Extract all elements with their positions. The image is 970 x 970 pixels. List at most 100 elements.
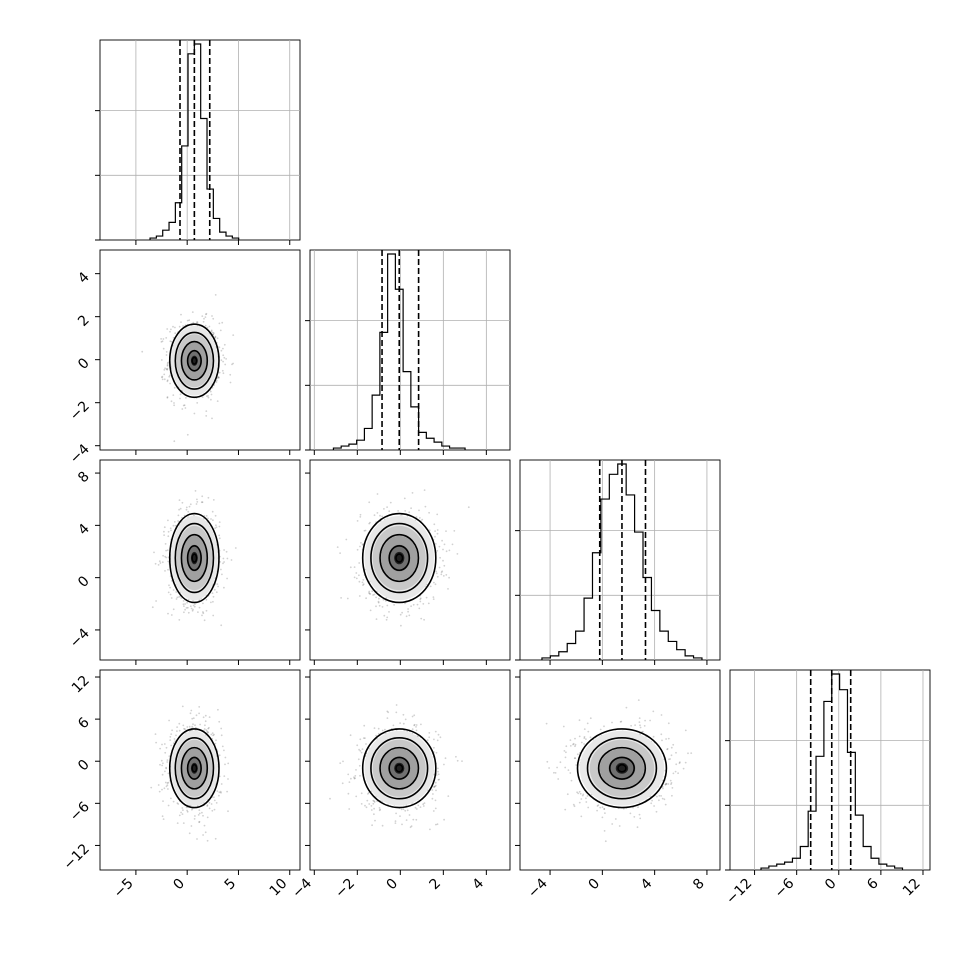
scatter-point	[165, 746, 168, 749]
scatter-point	[206, 326, 209, 329]
scatter-point	[218, 794, 220, 797]
scatter-point	[172, 524, 175, 527]
scatter-point	[422, 805, 425, 807]
scatter-point	[213, 733, 215, 736]
scatter-point	[203, 728, 206, 730]
scatter-point	[429, 828, 431, 831]
scatter-point	[170, 797, 172, 800]
scatter-point	[373, 800, 375, 802]
scatter-point	[183, 611, 185, 614]
scatter-point	[377, 732, 380, 735]
scatter-point	[420, 617, 423, 620]
scatter-point	[618, 825, 621, 827]
scatter-point	[216, 337, 219, 340]
scatter-point	[163, 369, 166, 371]
scatter-point	[212, 332, 215, 335]
scatter-point	[388, 510, 391, 513]
contour-1	[174, 522, 215, 594]
scatter-point	[166, 782, 169, 784]
scatter-point	[329, 797, 331, 800]
scatter-point	[437, 770, 439, 773]
scatter-point	[373, 727, 376, 729]
scatter-point	[364, 737, 366, 739]
scatter-point	[222, 372, 225, 375]
scatter-point	[198, 820, 201, 823]
scatter-point	[204, 714, 207, 717]
scatter-point	[421, 518, 424, 521]
scatter-point	[194, 603, 196, 605]
scatter-point	[220, 568, 222, 571]
scatter-point	[378, 809, 381, 812]
scatter-point	[203, 824, 206, 827]
scatter-point	[434, 807, 437, 810]
scatter-point	[451, 543, 454, 546]
scatter-point	[184, 728, 186, 731]
scatter-point	[412, 818, 415, 821]
scatter-point	[167, 361, 170, 364]
scatter-point	[413, 714, 416, 717]
scatter-point	[438, 778, 441, 781]
scatter-point	[418, 517, 421, 519]
scatter-point	[170, 328, 172, 331]
scatter-point	[217, 708, 219, 711]
scatter-point	[162, 347, 165, 350]
scatter-point	[433, 785, 436, 788]
scatter-point	[201, 501, 204, 504]
scatter-point	[432, 810, 435, 812]
scatter-point	[442, 559, 444, 562]
scatter-point	[178, 508, 181, 511]
scatter-point	[201, 811, 203, 814]
scatter-point	[196, 804, 199, 807]
scatter-point	[218, 720, 221, 723]
scatter-point	[358, 574, 360, 577]
scatter-point	[177, 520, 180, 522]
scatter-point	[429, 585, 432, 588]
scatter-point	[428, 529, 431, 532]
scatter-point	[197, 814, 200, 816]
scatter-point	[167, 788, 169, 790]
scatter-point	[461, 760, 463, 762]
scatter-point	[378, 807, 381, 809]
scatter-point	[665, 783, 668, 785]
scatter-point	[207, 396, 210, 399]
scatter-point	[367, 793, 369, 795]
scatter-point	[356, 548, 359, 551]
scatter-point	[214, 837, 217, 840]
scatter-point	[422, 603, 425, 605]
scatter-point	[162, 818, 165, 820]
scatter-point	[583, 728, 586, 730]
scatter-point	[175, 598, 178, 600]
scatter-point	[420, 723, 422, 726]
scatter-point	[210, 330, 213, 333]
scatter-point	[353, 576, 356, 579]
scatter-point	[354, 777, 356, 779]
scatter-point	[206, 839, 209, 842]
scatter-point	[386, 506, 388, 508]
scatter-point	[191, 609, 194, 612]
scatter-point	[358, 580, 361, 583]
scatter-point	[644, 719, 646, 722]
scatter-point	[358, 764, 361, 767]
scatter-point	[196, 321, 198, 324]
scatter-point	[359, 545, 361, 548]
scatter-point	[178, 596, 180, 598]
scatter-point	[432, 598, 435, 600]
scatter-point	[182, 404, 185, 407]
scatter-point	[173, 738, 176, 740]
scatter-point	[443, 763, 445, 766]
scatter-point	[375, 605, 377, 608]
scatter-point	[427, 602, 430, 605]
scatter-point	[223, 749, 225, 752]
contour-4	[191, 356, 198, 365]
scatter-point	[227, 762, 230, 765]
scatter-point	[359, 513, 362, 516]
scatter-point	[413, 724, 415, 727]
scatter-point	[439, 736, 442, 739]
scatter-point	[190, 709, 193, 712]
scatter-point	[159, 747, 162, 750]
scatter-point	[226, 790, 229, 793]
scatter-point	[220, 783, 223, 785]
scatter-point	[424, 505, 427, 508]
y-tick-label: 0	[75, 757, 93, 775]
